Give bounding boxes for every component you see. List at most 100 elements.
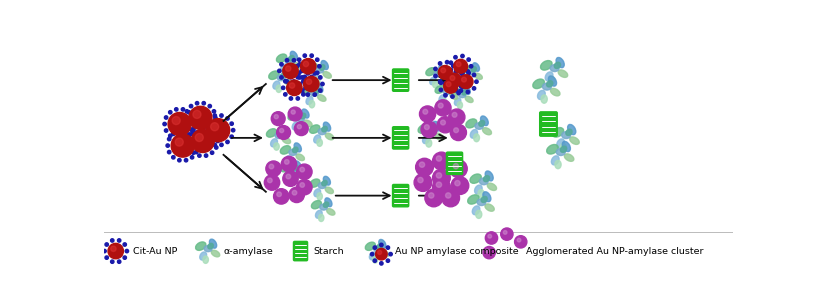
Circle shape [190, 104, 193, 108]
Circle shape [297, 58, 301, 61]
Circle shape [421, 121, 437, 137]
Circle shape [434, 67, 437, 71]
Circle shape [204, 154, 208, 157]
Circle shape [203, 135, 207, 138]
Ellipse shape [478, 189, 484, 198]
Ellipse shape [472, 206, 480, 215]
Ellipse shape [283, 68, 290, 77]
Circle shape [318, 65, 321, 68]
Circle shape [443, 75, 446, 78]
Ellipse shape [475, 73, 482, 79]
Circle shape [386, 259, 390, 262]
Ellipse shape [533, 79, 544, 88]
Circle shape [377, 250, 382, 255]
Circle shape [285, 66, 291, 71]
Ellipse shape [477, 199, 486, 206]
Circle shape [285, 80, 288, 83]
Ellipse shape [318, 128, 326, 135]
Ellipse shape [309, 101, 315, 108]
Ellipse shape [437, 69, 443, 74]
Circle shape [296, 65, 299, 68]
Circle shape [208, 104, 212, 108]
Circle shape [289, 187, 305, 203]
Circle shape [470, 65, 473, 68]
Circle shape [278, 69, 281, 72]
Ellipse shape [280, 64, 288, 72]
Ellipse shape [556, 139, 565, 148]
Circle shape [291, 110, 295, 114]
Circle shape [376, 248, 387, 260]
Circle shape [231, 128, 234, 132]
Circle shape [164, 116, 167, 119]
Ellipse shape [549, 76, 555, 85]
Circle shape [442, 189, 459, 207]
Circle shape [453, 59, 467, 73]
Circle shape [414, 174, 432, 191]
Circle shape [437, 117, 453, 133]
Circle shape [190, 128, 193, 131]
Ellipse shape [433, 121, 440, 131]
Ellipse shape [315, 84, 323, 93]
Ellipse shape [322, 126, 328, 132]
Circle shape [300, 167, 305, 172]
Circle shape [298, 82, 301, 86]
Circle shape [419, 162, 425, 167]
Ellipse shape [381, 250, 389, 257]
Circle shape [467, 70, 470, 73]
Circle shape [191, 116, 194, 119]
Circle shape [215, 146, 218, 149]
Circle shape [110, 260, 114, 263]
Circle shape [190, 156, 194, 159]
Circle shape [211, 151, 214, 154]
Circle shape [188, 146, 191, 149]
Ellipse shape [418, 124, 429, 133]
Ellipse shape [288, 112, 298, 120]
Ellipse shape [295, 126, 301, 133]
Circle shape [279, 128, 283, 133]
Circle shape [195, 133, 203, 142]
Ellipse shape [311, 201, 321, 209]
Circle shape [191, 130, 214, 153]
Ellipse shape [470, 174, 481, 183]
Ellipse shape [325, 133, 333, 140]
Ellipse shape [283, 68, 289, 76]
Ellipse shape [296, 172, 304, 178]
Ellipse shape [284, 173, 292, 181]
Circle shape [172, 156, 175, 159]
Ellipse shape [547, 145, 558, 154]
Text: α-amylase: α-amylase [224, 246, 273, 255]
Ellipse shape [434, 71, 441, 77]
Circle shape [230, 135, 234, 138]
Circle shape [439, 80, 442, 83]
Text: Au NP amylase composite: Au NP amylase composite [395, 246, 519, 255]
Circle shape [289, 76, 292, 79]
Ellipse shape [430, 77, 436, 85]
Ellipse shape [541, 61, 552, 70]
Ellipse shape [556, 57, 565, 68]
Ellipse shape [562, 141, 570, 152]
Ellipse shape [475, 123, 484, 129]
Circle shape [459, 71, 462, 74]
Ellipse shape [555, 160, 561, 169]
Ellipse shape [282, 137, 291, 144]
Circle shape [297, 164, 312, 179]
Ellipse shape [565, 154, 574, 161]
Ellipse shape [541, 95, 547, 103]
Ellipse shape [310, 90, 319, 96]
Ellipse shape [273, 81, 279, 89]
Ellipse shape [310, 179, 320, 187]
Circle shape [444, 76, 447, 79]
Ellipse shape [422, 135, 430, 143]
Circle shape [204, 125, 208, 128]
Circle shape [453, 128, 458, 133]
Circle shape [452, 112, 457, 117]
Ellipse shape [373, 246, 382, 252]
Circle shape [168, 112, 191, 136]
Circle shape [181, 108, 185, 111]
Circle shape [306, 72, 310, 75]
Ellipse shape [377, 243, 382, 249]
FancyBboxPatch shape [392, 69, 408, 91]
Ellipse shape [270, 139, 278, 147]
Circle shape [166, 144, 169, 147]
Circle shape [208, 128, 212, 131]
